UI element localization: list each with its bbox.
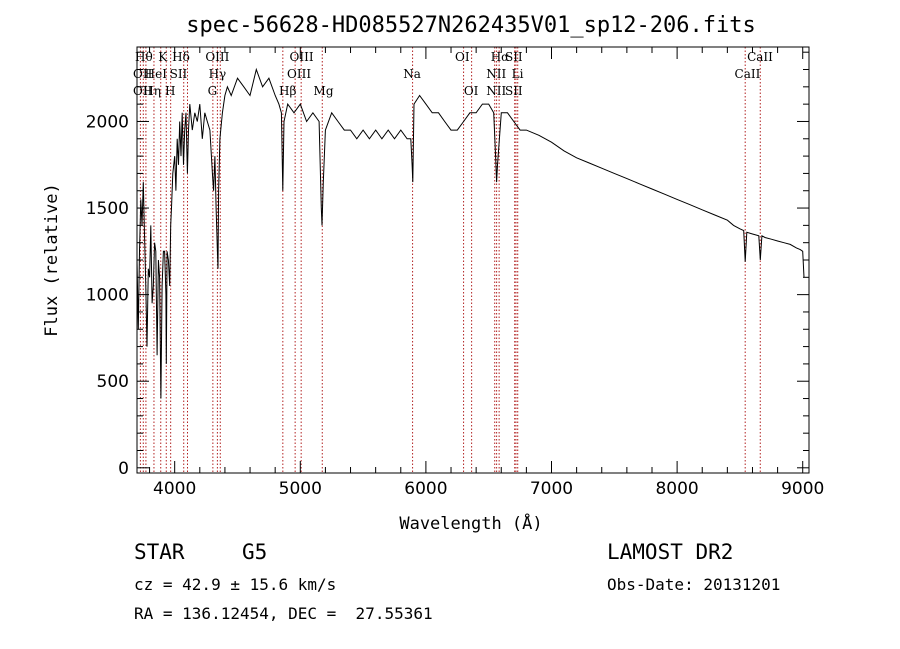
x-tick-label: 6000 [404, 479, 447, 499]
line-label-hδ: Hδ [172, 50, 190, 64]
line-label-na: Na [403, 67, 421, 81]
line-label-k: K [158, 50, 168, 64]
plot-frame [136, 46, 810, 474]
line-label-hη: Hη [143, 84, 161, 98]
x-tick-label: 7000 [530, 479, 573, 499]
line-label-oiii: OIII [205, 50, 229, 64]
line-markers [139, 47, 761, 473]
y-tick-label: 2000 [86, 112, 129, 132]
line-label-sii: SII [505, 84, 523, 98]
x-tick-label: 4000 [153, 479, 196, 499]
survey-name: LAMOST DR2 [607, 540, 734, 564]
y-tick-label: 1500 [86, 199, 129, 219]
chart-title: spec-56628-HD085527N262435V01_sp12-206.f… [186, 13, 756, 38]
redshift-cz: cz = 42.9 ± 15.6 km/s [134, 575, 337, 594]
line-label-oiii: OIII [287, 67, 311, 81]
ra-dec: RA = 136.12454, DEC = 27.55361 [134, 604, 433, 623]
x-tick-label: 5000 [279, 479, 322, 499]
x-axis-label: Wavelength (Å) [399, 512, 542, 534]
line-label-sii: SII [170, 67, 188, 81]
x-tick-label: 8000 [655, 479, 698, 499]
line-label-h: H [165, 84, 175, 98]
line-label-oi: OI [464, 84, 479, 98]
line-label-hei: HeI [145, 67, 168, 81]
spectrum-line [136, 67, 805, 399]
line-label-nii: NII [486, 84, 506, 98]
line-label-li: Li [512, 67, 524, 81]
line-label-sii: SII [505, 50, 523, 64]
line-label-caii: CaII [747, 50, 773, 64]
y-tick-label: 500 [97, 372, 129, 392]
object-type: STAR [134, 540, 185, 564]
y-axis-label: Flux (relative) [42, 183, 62, 337]
line-label-hθ: Hθ [135, 50, 153, 64]
line-label-hβ: Hβ [279, 84, 296, 98]
line-label-g: G [208, 84, 218, 98]
obs-date: Obs-Date: 20131201 [607, 575, 781, 594]
line-label-oii: OII [133, 84, 153, 98]
line-label-caii: CaII [735, 67, 761, 81]
x-tick-label: 9000 [781, 479, 824, 499]
y-tick-label: 1000 [86, 286, 129, 306]
line-label-hα: Hα [491, 50, 510, 64]
line-label-oi: OI [455, 50, 470, 64]
line-label-hγ: Hγ [209, 67, 227, 81]
x-axis-ticks: 4000 5000 6000 7000 8000 9000 [149, 47, 824, 499]
spectral-subclass: G5 [242, 540, 268, 564]
y-axis-ticks: 0 500 1000 1500 2000 [86, 51, 809, 479]
line-label-oiii: OIII [290, 50, 314, 64]
line-label-nii: NII [486, 67, 506, 81]
y-tick-label: 0 [118, 459, 129, 479]
line-label-oii: OII [133, 67, 153, 81]
line-label-mg: Mg [314, 84, 334, 98]
